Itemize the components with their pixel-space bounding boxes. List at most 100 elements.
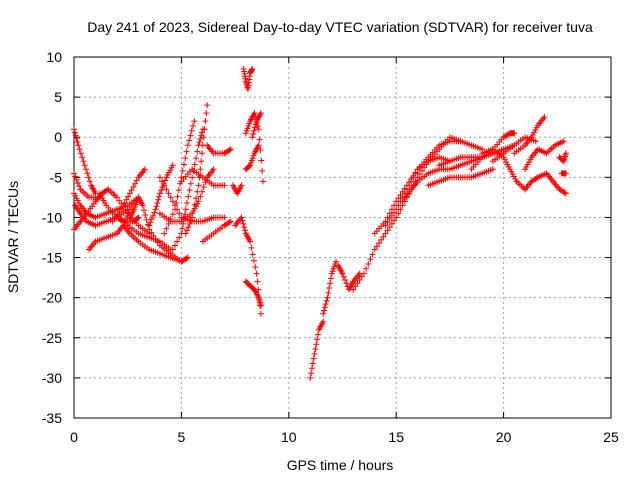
x-tick-label: 25	[603, 429, 619, 445]
x-tick-label: 10	[281, 429, 297, 445]
data-point	[165, 190, 172, 197]
data-point	[376, 240, 383, 247]
data-point	[320, 310, 327, 317]
data-point	[239, 217, 246, 224]
data-point	[189, 174, 196, 181]
data-point	[561, 189, 568, 196]
data-point	[310, 355, 317, 362]
series-arc-27	[249, 110, 264, 141]
x-tick-label: 15	[388, 429, 404, 445]
data-point	[195, 198, 202, 205]
data-point	[74, 139, 81, 146]
data-point	[226, 219, 233, 226]
data-point	[185, 193, 192, 200]
data-point	[146, 222, 153, 229]
data-point	[186, 187, 193, 194]
data-point	[80, 158, 87, 165]
data-point	[71, 170, 77, 177]
data-point	[178, 174, 185, 181]
data-point	[74, 179, 81, 186]
data-point	[154, 200, 161, 207]
data-point	[314, 336, 321, 343]
data-point	[165, 220, 172, 227]
data-point	[384, 227, 391, 234]
series-arc-10	[113, 214, 174, 253]
data-point	[143, 216, 150, 223]
series-arc-30	[335, 262, 363, 293]
data-point	[365, 260, 372, 267]
data-point	[183, 148, 190, 155]
data-point	[179, 225, 186, 232]
data-point	[173, 200, 180, 207]
series-arc-43	[522, 170, 569, 197]
data-point	[238, 214, 245, 221]
data-point	[327, 275, 334, 282]
data-point	[169, 246, 176, 253]
data-point	[352, 283, 359, 290]
data-point	[141, 207, 148, 214]
plot-frame	[73, 56, 612, 419]
data-point	[79, 154, 86, 161]
data-point	[104, 187, 111, 194]
series-arc-29	[320, 258, 340, 317]
data-point	[189, 122, 196, 129]
data-point	[148, 229, 155, 236]
data-point	[183, 200, 190, 207]
data-point	[118, 206, 125, 213]
data-point	[199, 129, 206, 136]
y-tick-label: 0	[54, 129, 62, 145]
data-point	[116, 197, 123, 204]
data-point	[249, 134, 256, 141]
data-point	[333, 258, 340, 265]
data-point	[388, 220, 395, 227]
data-point	[226, 147, 233, 154]
data-point	[391, 217, 398, 224]
data-point	[313, 341, 320, 348]
data-point	[562, 170, 569, 177]
x-tick-label: 20	[496, 429, 512, 445]
data-point	[169, 211, 176, 218]
data-point	[85, 174, 92, 181]
data-point	[240, 220, 247, 227]
y-tick-label: 5	[54, 89, 62, 105]
data-point	[255, 142, 262, 149]
data-point	[360, 270, 367, 277]
data-point	[167, 194, 174, 201]
series-arc-21	[232, 214, 264, 317]
data-point	[182, 230, 189, 237]
data-point	[322, 301, 329, 308]
data-point	[197, 166, 204, 173]
data-point	[395, 195, 402, 202]
data-point	[71, 129, 78, 136]
data-point	[489, 166, 496, 173]
data-point	[249, 66, 256, 73]
data-point	[197, 135, 204, 142]
data-point	[311, 350, 318, 357]
data-point	[247, 238, 254, 245]
data-point	[184, 142, 191, 149]
y-tick-label: -15	[42, 250, 62, 266]
data-point	[76, 146, 83, 153]
data-point	[179, 167, 186, 174]
data-point	[321, 307, 328, 314]
data-point	[386, 216, 393, 223]
x-axis-label: GPS time / hours	[287, 457, 394, 473]
data-point	[86, 178, 93, 185]
data-point	[135, 214, 142, 221]
data-point	[532, 138, 539, 145]
data-point	[190, 167, 197, 174]
x-tick-labels: 0 5 10 15 20 25	[70, 429, 619, 445]
y-tick-label: -25	[42, 330, 62, 346]
data-point	[161, 230, 168, 237]
data-point	[250, 131, 257, 138]
data-points	[71, 66, 569, 381]
data-point	[186, 220, 193, 227]
data-point	[142, 212, 149, 219]
series-arc-11	[146, 162, 176, 229]
data-point	[259, 167, 266, 174]
data-point	[81, 162, 88, 169]
data-point	[255, 126, 262, 133]
data-point	[148, 216, 155, 223]
data-point	[196, 139, 203, 146]
